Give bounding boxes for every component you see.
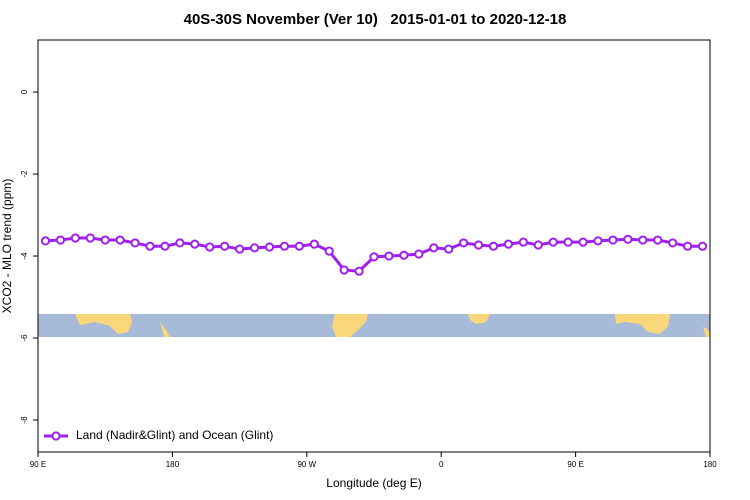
x-tick-label: 90 W: [297, 460, 316, 469]
point: [264, 242, 275, 252]
map-strip: [38, 314, 710, 337]
point: [249, 243, 260, 253]
y-axis-title: XCO2 - MLO trend (ppm): [0, 179, 14, 314]
point: [548, 237, 558, 247]
point: [205, 242, 215, 252]
point: [85, 233, 95, 243]
point: [608, 235, 618, 245]
y-tick-label: -6: [20, 334, 29, 342]
point: [399, 250, 409, 260]
point: [429, 243, 439, 253]
legend-marker: [51, 431, 61, 441]
point: [220, 241, 230, 251]
point: [70, 233, 80, 243]
y-tick-label: -8: [20, 416, 29, 424]
point: [324, 246, 334, 256]
point: [503, 239, 513, 249]
point: [668, 238, 678, 248]
legend-label: Land (Nadir&Glint) and Ocean (Glint): [76, 428, 273, 442]
point: [175, 238, 185, 248]
point: [115, 235, 125, 245]
point: [294, 241, 304, 251]
x-tick-label: 90 E: [30, 460, 46, 469]
point: [279, 241, 289, 251]
point: [354, 266, 364, 276]
point: [473, 240, 484, 250]
point: [190, 239, 200, 249]
point: [130, 238, 140, 248]
point: [697, 241, 708, 251]
plot-frame: [37, 39, 711, 453]
point: [309, 239, 319, 249]
point: [578, 237, 588, 247]
point: [160, 241, 170, 251]
point: [459, 238, 469, 248]
point: [40, 236, 51, 246]
point: [384, 251, 394, 261]
point: [444, 244, 454, 254]
point: [623, 234, 633, 244]
point: [235, 244, 245, 254]
point: [593, 236, 603, 246]
point: [653, 235, 663, 245]
point: [339, 265, 349, 275]
point: [145, 241, 155, 251]
point: [100, 235, 110, 245]
x-tick-label: 0: [439, 460, 444, 469]
x-tick-label: 90 E: [567, 460, 583, 469]
point: [683, 241, 693, 251]
point: [55, 235, 66, 245]
point: [369, 252, 379, 262]
point: [518, 237, 528, 247]
y-tick-label: -2: [20, 170, 29, 178]
point: [533, 240, 543, 250]
point: [488, 241, 499, 251]
point: [638, 235, 648, 245]
y-tick-label: 0: [20, 89, 29, 94]
x-tick-label: 180: [166, 460, 180, 469]
chart-title: 40S-30S November (Ver 10) 2015-01-01 to …: [184, 11, 567, 28]
x-axis-title: Longitude (deg E): [326, 476, 421, 490]
point: [414, 249, 424, 259]
y-tick-label: -4: [20, 252, 29, 260]
point: [563, 237, 573, 247]
x-tick-label: 180: [703, 460, 717, 469]
